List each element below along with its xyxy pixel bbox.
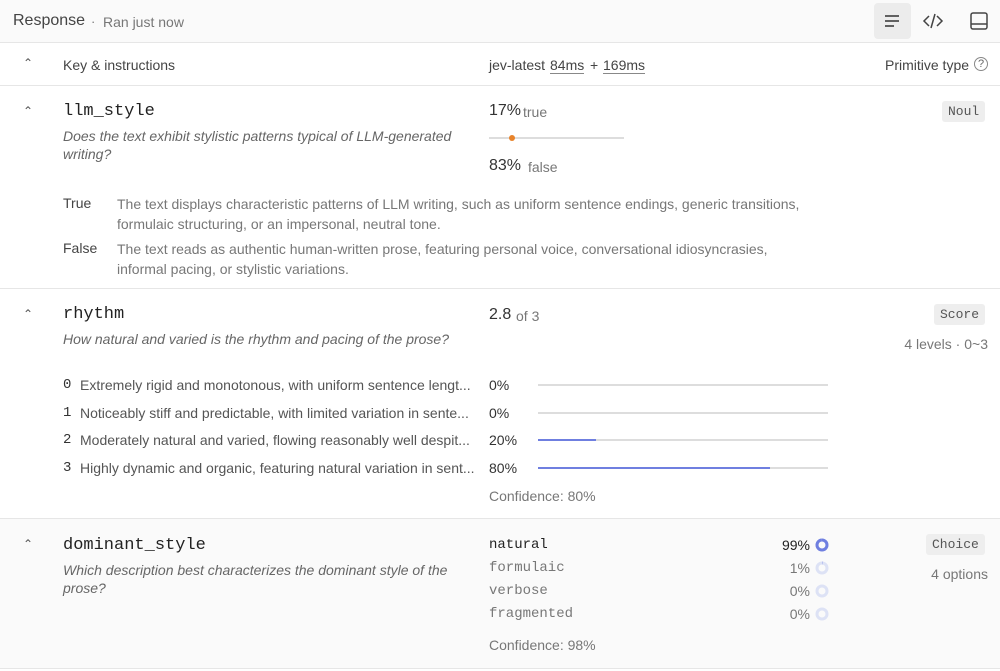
panel-button[interactable] <box>968 10 990 32</box>
score: 2.8 <box>489 306 512 323</box>
question: Does the text exhibit stylistic patterns… <box>63 128 452 162</box>
ring <box>815 538 829 552</box>
option-name: verbose <box>489 583 548 599</box>
level-text: Moderately natural and varied, flowing r… <box>80 432 470 448</box>
level-text: Noticeably stiff and predictable, with l… <box>80 404 469 421</box>
bar-fill <box>538 466 770 469</box>
definition: The text displays characteristic pattern… <box>117 196 800 232</box>
term: False <box>63 240 98 256</box>
option-pct: 99% <box>781 537 810 553</box>
slider-dot <box>508 135 515 141</box>
bar-track <box>538 384 828 386</box>
help-icon[interactable]: ? <box>974 57 988 71</box>
level-index: 2 <box>63 432 72 448</box>
key: rhythm <box>63 305 125 324</box>
item-rhythm: ⌃ rhythm How natural and varied is the r… <box>0 289 1000 519</box>
level-pct: 0% <box>489 404 510 421</box>
level-index: 0 <box>63 377 72 393</box>
option-pct: 0% <box>789 583 810 599</box>
ring-track <box>815 561 829 575</box>
ring <box>815 561 829 575</box>
slider-track <box>489 135 624 141</box>
expand-all[interactable]: ⌃ <box>23 56 34 70</box>
level-pct: 20% <box>489 432 518 448</box>
key: llm_style <box>63 102 155 121</box>
bar-track <box>538 466 828 469</box>
top-bar: Response · Ran just now <box>0 0 1000 43</box>
col-key: Key & instructions <box>63 57 176 73</box>
type-detail: 4 levels · 0~3 <box>904 336 988 352</box>
type-tag: Noul <box>942 101 986 122</box>
type-tag: Choice <box>926 534 985 555</box>
code-button[interactable] <box>922 10 944 32</box>
level-index: 1 <box>63 404 72 421</box>
key: dominant_style <box>63 536 206 555</box>
type-detail: 4 options <box>931 566 988 582</box>
level-pct: 0% <box>489 377 510 393</box>
list-icon <box>885 15 899 27</box>
term: True <box>63 195 92 211</box>
definition: The text reads as authentic human-writte… <box>117 241 768 277</box>
label: false <box>528 159 558 175</box>
collapse[interactable]: ⌃ <box>23 104 34 118</box>
level-text: Highly dynamic and organic, featuring na… <box>80 459 475 476</box>
title: Response <box>13 12 86 29</box>
option-pct: 1% <box>789 560 810 576</box>
col-model: jev-latest <box>489 57 546 73</box>
ring <box>815 584 829 598</box>
score-of: of 3 <box>516 308 540 324</box>
confidence: Confidence: 80% <box>489 488 596 504</box>
question: Which description best characterizes the… <box>63 562 448 596</box>
option-name: fragmented <box>489 606 574 622</box>
type-tag: Score <box>934 304 986 325</box>
option-name: natural <box>489 537 548 553</box>
pct: 17% <box>489 102 522 119</box>
level-pct: 80% <box>489 459 518 476</box>
collapse[interactable]: ⌃ <box>23 307 34 321</box>
status: Ran just now <box>103 14 184 30</box>
ring-fill <box>815 561 829 575</box>
latency: 169ms <box>603 57 646 74</box>
level-text: Extremely rigid and monotonous, with uni… <box>80 377 471 393</box>
option-name: formulaic <box>489 560 565 576</box>
ring-track <box>815 584 829 598</box>
ring-track <box>815 607 829 621</box>
bar-track <box>538 439 828 441</box>
col-type: Primitive type <box>885 57 970 73</box>
question: How natural and varied is the rhythm and… <box>63 331 450 347</box>
ring-fill <box>815 538 829 552</box>
dot: · <box>91 14 96 29</box>
label: true <box>523 104 548 120</box>
confidence: Confidence: 98% <box>489 637 596 653</box>
collapse[interactable]: ⌃ <box>23 537 34 551</box>
plus: + <box>590 57 599 73</box>
option-pct: 0% <box>789 606 810 622</box>
latency: 84ms <box>550 57 585 74</box>
column-header: ⌃ Key & instructions jev-latest 84ms + 1… <box>0 43 1000 86</box>
item-dominant-style: ⌃ dominant_style Which description best … <box>0 519 1000 669</box>
ring <box>815 607 829 621</box>
bar-track <box>538 411 828 414</box>
level-index: 3 <box>63 459 72 476</box>
item-llm-style: ⌃ llm_style Does the text exhibit stylis… <box>0 86 1000 289</box>
pct: 83% <box>489 157 522 174</box>
bar-fill <box>538 439 596 441</box>
view-list-button[interactable] <box>874 3 911 39</box>
